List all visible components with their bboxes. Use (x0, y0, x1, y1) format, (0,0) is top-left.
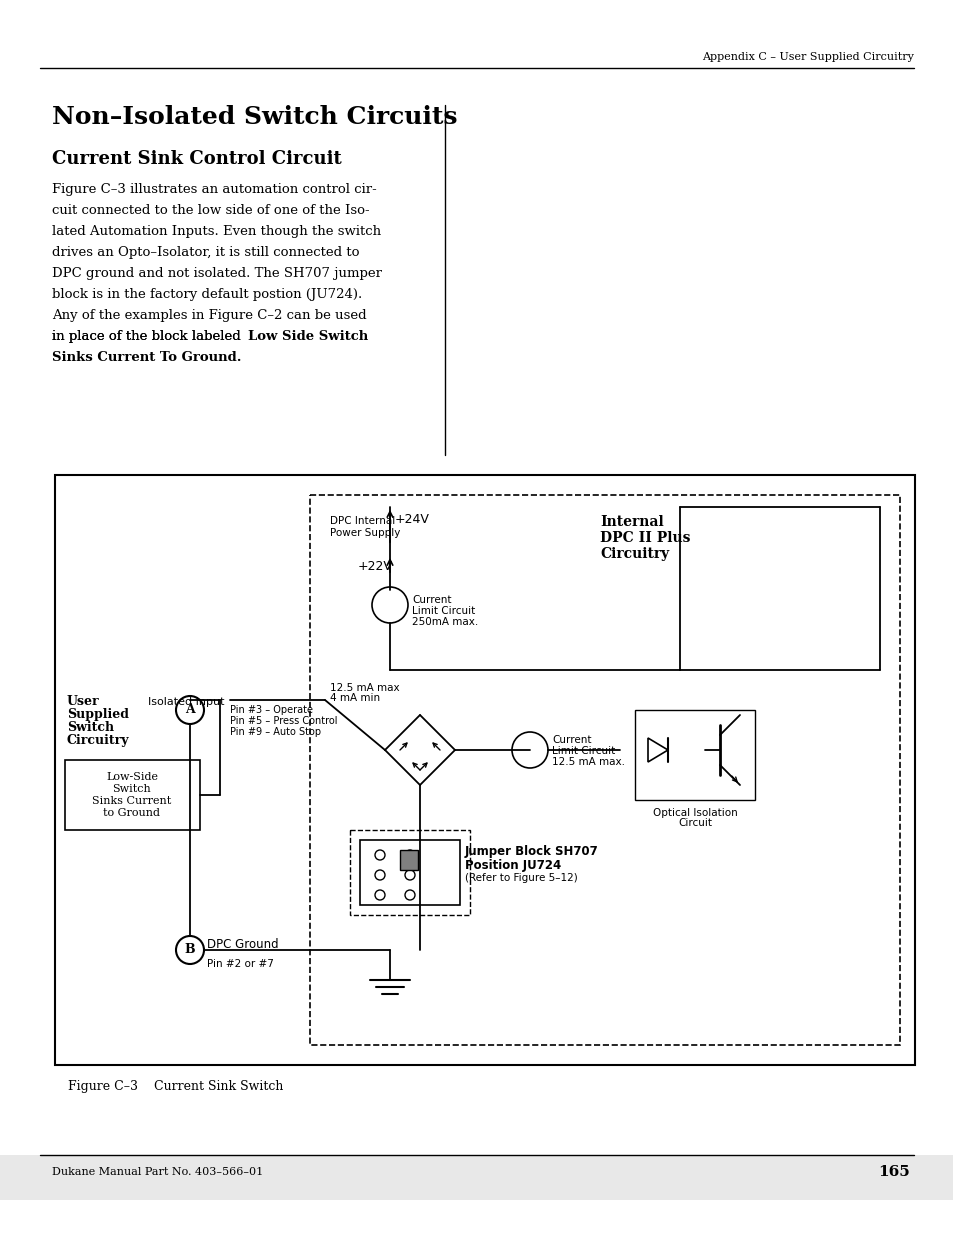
Text: Jumper Block SH707: Jumper Block SH707 (464, 845, 598, 858)
Text: Limit Circuit: Limit Circuit (552, 746, 615, 756)
Text: drives an Opto–Isolator, it is still connected to: drives an Opto–Isolator, it is still con… (52, 246, 359, 259)
Text: Current Sink Control Circuit: Current Sink Control Circuit (52, 149, 341, 168)
Text: Sinks Current To Ground.: Sinks Current To Ground. (52, 351, 241, 364)
Text: Pin #9 – Auto Stop: Pin #9 – Auto Stop (230, 727, 321, 737)
Text: Limit Circuit: Limit Circuit (412, 606, 475, 616)
Text: Circuitry: Circuitry (67, 734, 130, 747)
Text: Figure C–3 illustrates an automation control cir-: Figure C–3 illustrates an automation con… (52, 183, 376, 196)
Text: 165: 165 (878, 1165, 909, 1179)
Text: Low Side Switch: Low Side Switch (248, 330, 368, 343)
Bar (635, 710, 754, 800)
Text: in place of the block labeled: in place of the block labeled (52, 330, 253, 343)
Text: Pin #2 or #7: Pin #2 or #7 (207, 960, 274, 969)
Text: DPC Internal: DPC Internal (330, 516, 395, 526)
Bar (55, 475, 914, 1065)
Text: Position JU724: Position JU724 (464, 860, 560, 872)
Text: Isolated Input: Isolated Input (149, 697, 225, 706)
Text: Supplied: Supplied (67, 708, 129, 721)
Text: Any of the examples in Figure C–2 can be used: Any of the examples in Figure C–2 can be… (52, 309, 366, 322)
Text: 4 mA min: 4 mA min (330, 693, 379, 703)
Text: Appendix C – User Supplied Circuitry: Appendix C – User Supplied Circuitry (701, 52, 913, 62)
Text: Low-Side: Low-Side (106, 772, 158, 782)
Text: cuit connected to the low side of one of the Iso-: cuit connected to the low side of one of… (52, 204, 369, 217)
Bar (310, 495, 899, 1045)
Text: Internal: Internal (599, 515, 663, 529)
Text: Power Supply: Power Supply (330, 529, 400, 538)
Bar (350, 830, 470, 915)
Bar (65, 760, 200, 830)
Text: Current: Current (412, 595, 451, 605)
Text: 250mA max.: 250mA max. (412, 618, 477, 627)
Text: DPC ground and not isolated. The SH707 jumper: DPC ground and not isolated. The SH707 j… (52, 267, 381, 280)
Text: Switch: Switch (112, 784, 152, 794)
Text: block is in the factory default postion (JU724).: block is in the factory default postion … (52, 288, 362, 301)
Text: 12.5 mA max.: 12.5 mA max. (552, 757, 624, 767)
Text: Dukane Manual Part No. 403–566–01: Dukane Manual Part No. 403–566–01 (52, 1167, 263, 1177)
Text: (Refer to Figure 5–12): (Refer to Figure 5–12) (464, 873, 578, 883)
Text: Sinks Current: Sinks Current (92, 797, 172, 806)
Text: 12.5 mA max: 12.5 mA max (330, 683, 399, 693)
Text: lated Automation Inputs. Even though the switch: lated Automation Inputs. Even though the… (52, 225, 381, 238)
Text: to Ground: to Ground (103, 808, 160, 818)
Text: +24V: +24V (395, 513, 430, 526)
Text: Non–Isolated Switch Circuits: Non–Isolated Switch Circuits (52, 105, 457, 128)
Text: Optical Isolation: Optical Isolation (652, 808, 737, 818)
Text: Current: Current (552, 735, 591, 745)
Text: Switch: Switch (67, 721, 114, 734)
Text: B: B (185, 944, 195, 956)
Text: Circuit: Circuit (678, 818, 711, 827)
Text: +22V: +22V (357, 559, 393, 573)
Bar (399, 850, 417, 869)
Text: A: A (185, 704, 194, 716)
Text: Pin #5 – Press Control: Pin #5 – Press Control (230, 716, 337, 726)
Bar (359, 840, 459, 905)
Text: User: User (67, 695, 99, 708)
Text: DPC II Plus: DPC II Plus (599, 531, 690, 545)
Text: Pin #3 – Operate: Pin #3 – Operate (230, 705, 313, 715)
Text: Figure C–3    Current Sink Switch: Figure C–3 Current Sink Switch (68, 1079, 283, 1093)
Text: DPC Ground: DPC Ground (207, 939, 278, 951)
Text: Circuitry: Circuitry (599, 547, 669, 561)
Text: in place of the block labeled: in place of the block labeled (52, 330, 253, 343)
Bar (0, 1155, 953, 1200)
